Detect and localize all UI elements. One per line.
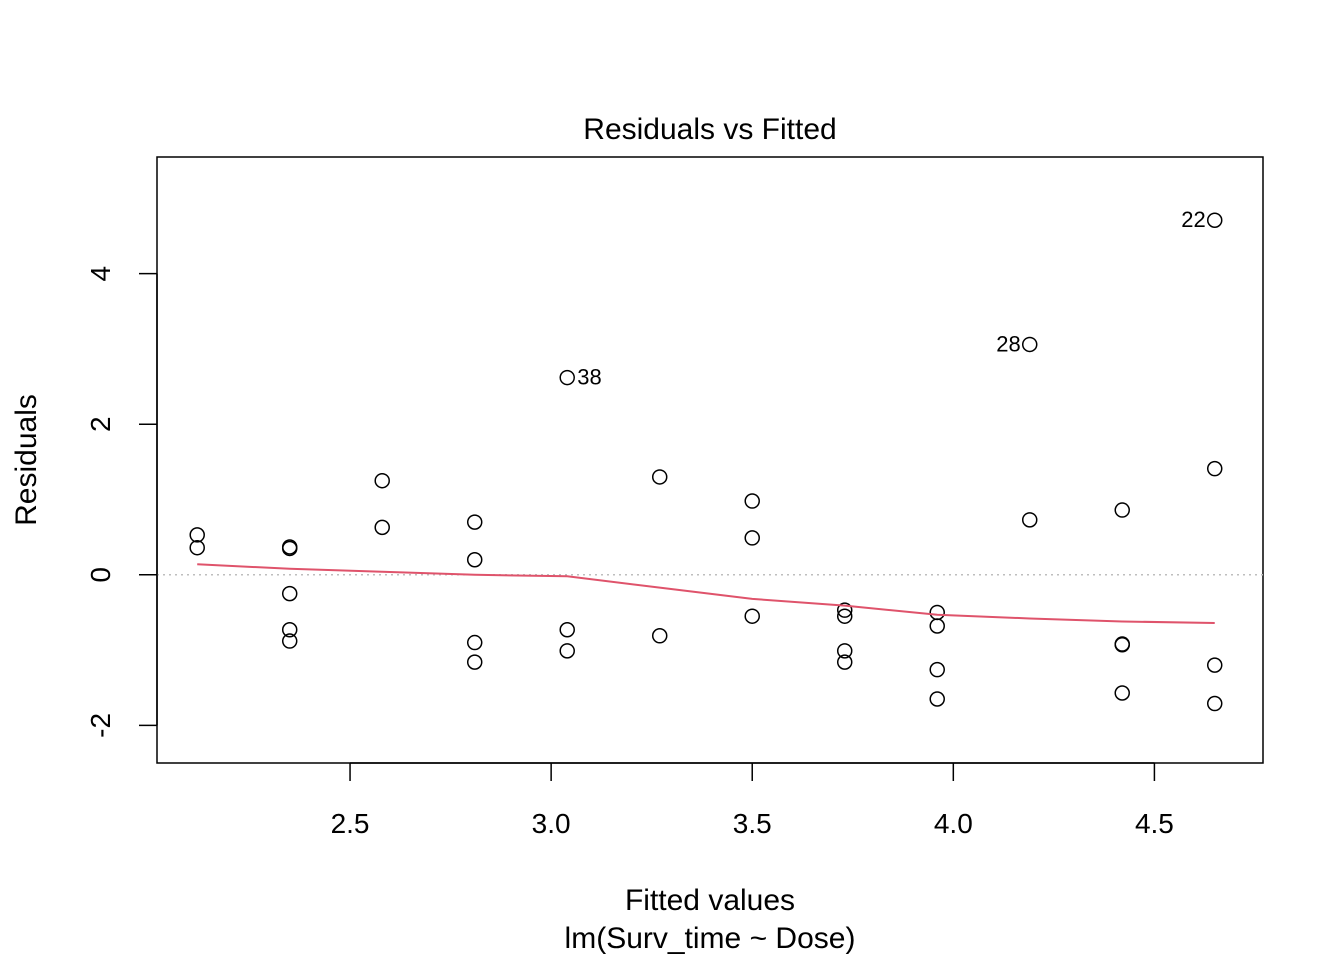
residual-point bbox=[836, 654, 853, 670]
residual-point bbox=[281, 633, 298, 649]
residual-point bbox=[836, 643, 853, 659]
residual-point bbox=[1114, 685, 1130, 701]
residual-point bbox=[1206, 695, 1223, 712]
residual-point bbox=[1206, 657, 1223, 673]
residual-point bbox=[1021, 512, 1038, 528]
residual-point bbox=[651, 469, 668, 485]
x-tick-label: 4.0 bbox=[934, 808, 973, 839]
residual-point bbox=[929, 691, 945, 707]
residual-point bbox=[744, 530, 760, 546]
residual-point bbox=[929, 604, 945, 621]
residual-point bbox=[466, 551, 483, 568]
residual-point bbox=[836, 602, 853, 618]
plot-frame bbox=[156, 156, 1264, 764]
residual-point bbox=[929, 661, 945, 678]
residual-point bbox=[281, 622, 298, 638]
residual-point bbox=[559, 622, 575, 638]
point-label: 22 bbox=[1181, 207, 1205, 232]
residual-point bbox=[1114, 502, 1130, 518]
y-tick-label: -2 bbox=[85, 713, 116, 738]
residual-point bbox=[1021, 336, 1038, 353]
residual-point bbox=[559, 369, 575, 386]
y-axis: -2 0 2 4 bbox=[85, 266, 158, 738]
point-label: 28 bbox=[996, 331, 1020, 356]
residual-point bbox=[281, 540, 298, 557]
smoother-line bbox=[197, 563, 1215, 624]
residual-point bbox=[374, 519, 390, 536]
residual-point bbox=[466, 654, 483, 670]
residual-point bbox=[559, 643, 575, 659]
plot-area: 38 28 22 bbox=[157, 207, 1263, 712]
y-tick-label: 4 bbox=[85, 266, 116, 282]
x-tick-label: 3.5 bbox=[733, 808, 772, 839]
residual-point bbox=[1114, 637, 1130, 653]
residual-point bbox=[466, 634, 483, 651]
residual-point bbox=[189, 527, 205, 543]
residual-point bbox=[744, 608, 760, 624]
residual-point bbox=[281, 585, 298, 602]
x-axis: 2.5 3.0 3.5 4.0 4.5 bbox=[331, 762, 1174, 839]
x-tick-label: 3.0 bbox=[532, 808, 571, 839]
chart-subtitle: lm(Surv_time ~ Dose) bbox=[565, 922, 856, 955]
residual-point bbox=[836, 608, 853, 624]
x-tick-label: 4.5 bbox=[1135, 808, 1174, 839]
residual-point bbox=[1206, 460, 1223, 477]
chart-title: Residuals vs Fitted bbox=[583, 113, 836, 146]
residual-point bbox=[374, 472, 390, 489]
y-tick-label: 2 bbox=[85, 416, 116, 432]
x-tick-label: 2.5 bbox=[331, 808, 370, 839]
residual-point bbox=[1206, 212, 1223, 228]
residual-point bbox=[189, 539, 205, 556]
residual-point bbox=[929, 618, 945, 634]
residual-point bbox=[651, 628, 668, 644]
y-tick-label: 0 bbox=[85, 567, 116, 583]
residual-point bbox=[466, 514, 483, 530]
point-label: 38 bbox=[577, 365, 601, 390]
y-axis-title: Residuals bbox=[10, 394, 43, 526]
x-axis-title: Fitted values bbox=[625, 884, 795, 917]
residual-point bbox=[744, 493, 760, 509]
